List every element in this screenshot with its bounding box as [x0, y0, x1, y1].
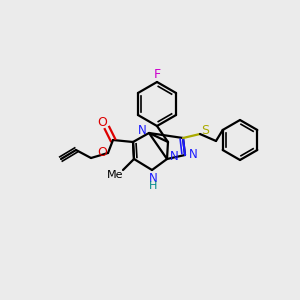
Text: O: O: [97, 116, 107, 128]
Text: N: N: [189, 148, 197, 161]
Text: S: S: [201, 124, 209, 137]
Text: O: O: [97, 146, 107, 160]
Text: N: N: [169, 151, 178, 164]
Text: N: N: [138, 124, 146, 137]
Text: Me: Me: [107, 170, 123, 180]
Text: N: N: [148, 172, 158, 184]
Text: F: F: [153, 68, 161, 80]
Text: H: H: [149, 181, 157, 191]
